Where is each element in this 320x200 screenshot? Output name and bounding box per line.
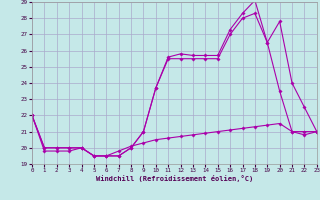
X-axis label: Windchill (Refroidissement éolien,°C): Windchill (Refroidissement éolien,°C)	[96, 175, 253, 182]
